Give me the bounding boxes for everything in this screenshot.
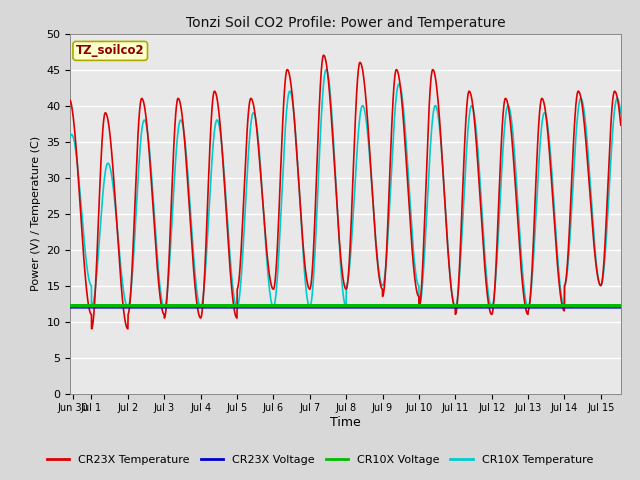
Text: TZ_soilco2: TZ_soilco2 [76, 44, 145, 58]
Title: Tonzi Soil CO2 Profile: Power and Temperature: Tonzi Soil CO2 Profile: Power and Temper… [186, 16, 506, 30]
X-axis label: Time: Time [330, 416, 361, 429]
Y-axis label: Power (V) / Temperature (C): Power (V) / Temperature (C) [31, 136, 41, 291]
Legend: CR23X Temperature, CR23X Voltage, CR10X Voltage, CR10X Temperature: CR23X Temperature, CR23X Voltage, CR10X … [43, 451, 597, 469]
